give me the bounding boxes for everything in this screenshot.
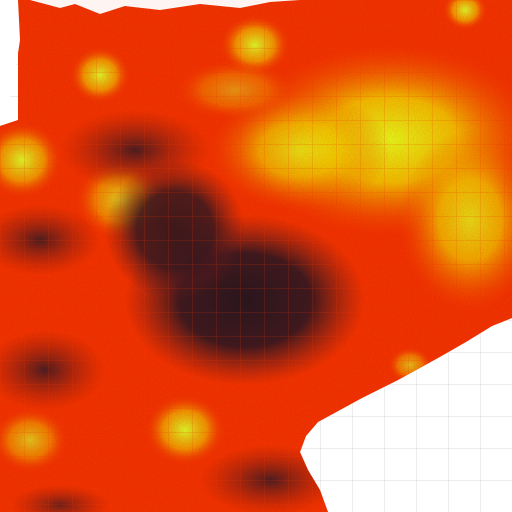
- white-edge-west: [0, 0, 20, 126]
